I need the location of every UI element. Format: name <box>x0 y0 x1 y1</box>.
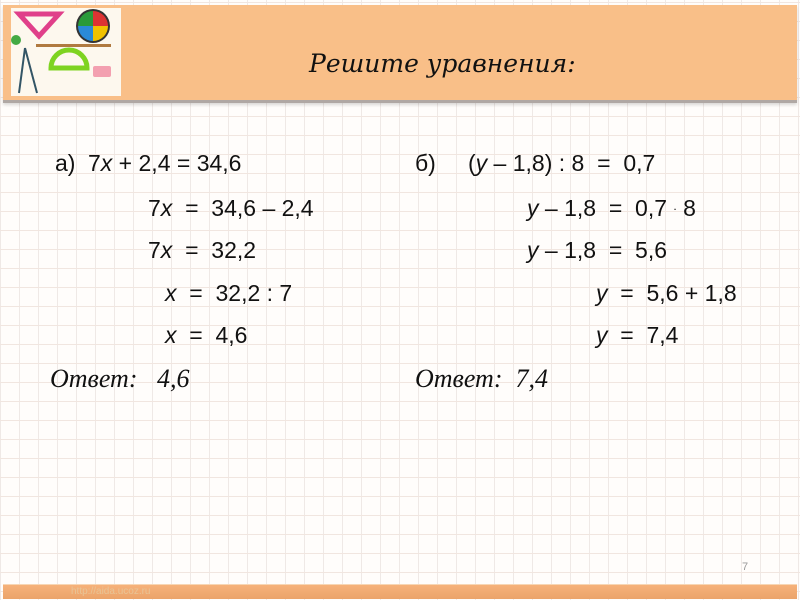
page-number: 7 <box>742 561 749 573</box>
equation-line: 7x = 32,2 <box>148 237 256 264</box>
variable: y <box>475 150 488 176</box>
equation-text: 7 <box>88 150 101 176</box>
equation-line: 7x + 2,4 = 34,6 <box>88 150 241 177</box>
variable: x <box>165 322 177 348</box>
equation-text: – 1,8) : 8 = 0,7 <box>487 150 656 176</box>
multiplication-dot: . <box>673 199 677 213</box>
part-b-label: б) <box>415 150 436 176</box>
equation-text: 8 <box>676 195 696 221</box>
part-b-answer: Ответ: 7,4 <box>415 364 548 393</box>
equation-line: 7x = 34,6 – 2,4 <box>148 195 314 222</box>
footer-bar: http://aida.ucoz.ru <box>3 584 797 599</box>
equation-text: – 1,8 = 0,7 <box>538 195 674 221</box>
equation-text: ( <box>468 150 476 176</box>
variable: y <box>596 322 608 348</box>
equation-text: = 32,2 : 7 <box>176 280 293 306</box>
variable: x <box>160 237 173 263</box>
header-bar: Решите уравнения: <box>3 5 797 103</box>
equation-text: = 7,4 <box>607 322 679 348</box>
variable: y <box>527 195 539 221</box>
part-a-answer: Ответ: 4,6 <box>50 364 190 393</box>
equation-line: y = 7,4 <box>596 322 678 349</box>
equation-line: y – 1,8 = 0,7 . 8 <box>527 195 696 222</box>
equation-text: = 32,2 <box>172 237 257 263</box>
variable: x <box>165 280 177 306</box>
equation-line: x = 4,6 <box>165 322 247 349</box>
slide-title: Решите уравнения: <box>309 49 576 78</box>
variable: y <box>527 237 539 263</box>
equation-line: y – 1,8 = 5,6 <box>527 237 667 264</box>
equation-text: = 4,6 <box>176 322 248 348</box>
footer-url: http://aida.ucoz.ru <box>71 586 151 597</box>
equation-text: + 2,4 = 34,6 <box>112 150 242 176</box>
equation-text: 7 <box>148 195 161 221</box>
equation-line: y = 5,6 + 1,8 <box>596 280 737 307</box>
equation-line: x = 32,2 : 7 <box>165 280 292 307</box>
variable: x <box>160 195 173 221</box>
equation-text: = 5,6 + 1,8 <box>607 280 737 306</box>
equation-text: – 1,8 = 5,6 <box>538 237 668 263</box>
variable: x <box>100 150 113 176</box>
variable: y <box>596 280 608 306</box>
equation-text: 7 <box>148 237 161 263</box>
part-a-label: а) <box>55 150 76 176</box>
equation-line: (y – 1,8) : 8 = 0,7 <box>468 150 655 177</box>
geometry-tools-icon <box>11 8 121 96</box>
equation-text: = 34,6 – 2,4 <box>172 195 314 221</box>
